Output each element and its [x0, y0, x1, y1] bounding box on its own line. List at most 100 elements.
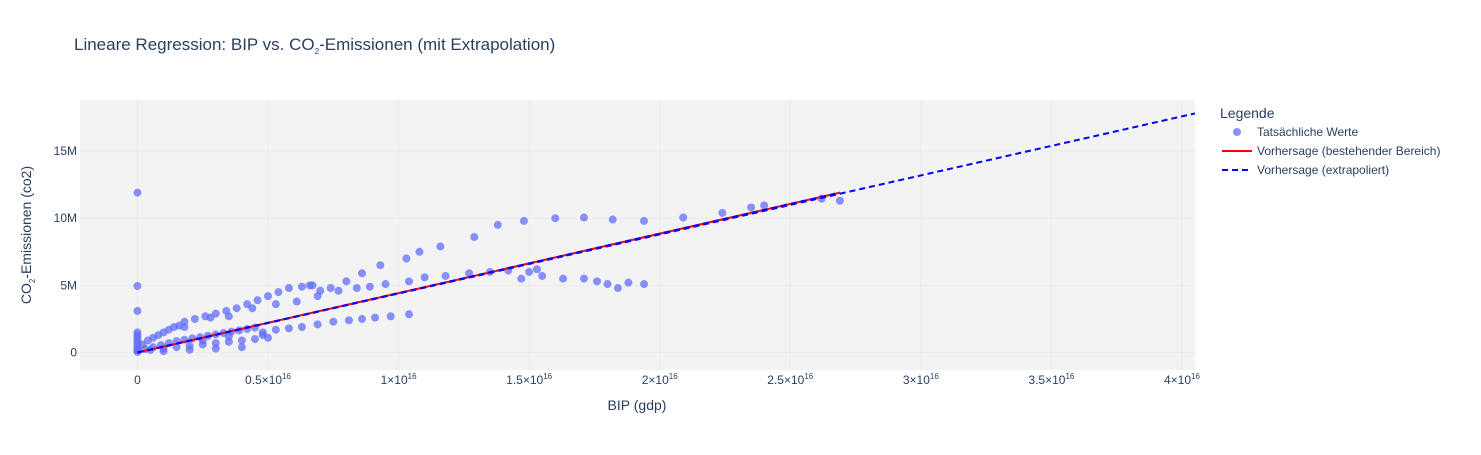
y-tick-label: 0 [70, 346, 77, 360]
x-tick-label: 1×1016 [381, 372, 417, 387]
chart-title-suffix: -Emissionen (mit Extrapolation) [319, 35, 555, 54]
data-point [519, 216, 528, 225]
data-point [133, 306, 142, 315]
data-point [292, 297, 301, 306]
x-tick-label: 2×1016 [642, 372, 678, 387]
y-tick-label: 15M [54, 144, 77, 158]
y-axis-title: CO2-Emissionen (co2) [18, 166, 37, 304]
legend-marker-actual [1233, 128, 1241, 136]
x-axis-ticks: 0 0.5×1016 1×1016 1.5×1016 2×1016 2.5×1016 3×1… [134, 372, 1200, 387]
data-point [365, 282, 374, 291]
data-point [613, 284, 622, 293]
data-point [305, 281, 314, 290]
x-tick-label: 1.5×1016 [506, 372, 552, 387]
data-point [551, 214, 560, 223]
x-axis-title: BIP (gdp) [608, 397, 667, 413]
data-point [436, 242, 445, 251]
data-point [835, 196, 844, 205]
x-tick-label: 3×1016 [903, 372, 939, 387]
legend: Legende Tatsächliche Werte Vorhersage (b… [1220, 105, 1440, 177]
data-point [232, 304, 241, 313]
x-tick-label: 0 [134, 373, 141, 387]
data-point [420, 273, 429, 282]
data-point [405, 310, 414, 319]
data-point [532, 265, 541, 274]
data-point [342, 277, 351, 286]
data-point [344, 316, 353, 325]
data-point [608, 215, 617, 224]
chart-title: Lineare Regression: BIP vs. CO2-Emission… [74, 35, 555, 56]
data-point [386, 312, 395, 321]
data-point [538, 271, 547, 280]
y-tick-label: 10M [54, 211, 77, 225]
data-point [237, 336, 246, 345]
data-point [415, 247, 424, 256]
y-axis-title-suffix: -Emissionen (co2) [18, 166, 34, 279]
y-axis-title-prefix: CO [18, 283, 34, 304]
data-point [180, 317, 189, 326]
data-point [371, 313, 380, 322]
legend-item-actual[interactable]: Tatsächliche Werte [1233, 125, 1358, 139]
data-point [250, 335, 259, 344]
data-point [329, 317, 338, 326]
data-point [559, 274, 568, 283]
data-point [402, 254, 411, 263]
legend-label-fit: Vorhersage (bestehender Bereich) [1257, 144, 1440, 158]
data-point [133, 188, 142, 197]
data-point [441, 271, 450, 280]
y-axis-ticks: 0 5M 10M 15M [54, 144, 78, 359]
data-point [525, 267, 534, 276]
chart-title-subscript: 2 [315, 47, 320, 56]
data-point [326, 284, 335, 293]
data-point [274, 288, 283, 297]
x-tick-label: 2.5×1016 [767, 372, 813, 387]
data-point [334, 286, 343, 295]
data-point [579, 213, 588, 222]
legend-label-actual: Tatsächliche Werte [1257, 125, 1358, 139]
data-point [271, 325, 280, 334]
data-point [258, 328, 267, 337]
plot-background [80, 100, 1195, 370]
data-point [603, 280, 612, 289]
data-point [747, 203, 756, 212]
data-point [381, 280, 390, 289]
data-point [517, 274, 526, 283]
data-point [271, 300, 280, 309]
data-point [159, 347, 168, 356]
data-point [465, 269, 474, 278]
y-tick-label: 5M [60, 278, 77, 292]
legend-item-fit[interactable]: Vorhersage (bestehender Bereich) [1222, 144, 1440, 158]
data-point [493, 220, 502, 229]
data-point [376, 261, 385, 270]
data-point [237, 343, 246, 352]
data-point [358, 269, 367, 278]
data-point [718, 208, 727, 217]
x-tick-label: 0.5×1016 [245, 372, 291, 387]
data-point [224, 312, 233, 321]
legend-label-extrapolated: Vorhersage (extrapoliert) [1257, 163, 1389, 177]
data-point [593, 277, 602, 286]
plot-area [133, 112, 1196, 356]
x-tick-label: 4×1016 [1164, 372, 1200, 387]
legend-item-extrapolated[interactable]: Vorhersage (extrapoliert) [1222, 163, 1389, 177]
x-tick-label: 3.5×1016 [1028, 372, 1074, 387]
data-point [253, 296, 262, 305]
data-point [316, 286, 325, 295]
legend-title: Legende [1220, 105, 1275, 121]
data-point [206, 313, 215, 322]
data-point [760, 201, 769, 210]
data-point [470, 233, 479, 242]
data-point [248, 304, 257, 313]
gridlines [80, 100, 1195, 370]
data-point [579, 274, 588, 283]
data-point [624, 278, 633, 287]
chart-title-prefix: Lineare Regression: BIP vs. CO [74, 35, 315, 54]
data-point [185, 345, 194, 354]
data-point [190, 314, 199, 323]
data-point [297, 323, 306, 332]
data-point [211, 344, 220, 353]
fit-line-dash-overlay [137, 191, 841, 354]
data-point [284, 324, 293, 333]
